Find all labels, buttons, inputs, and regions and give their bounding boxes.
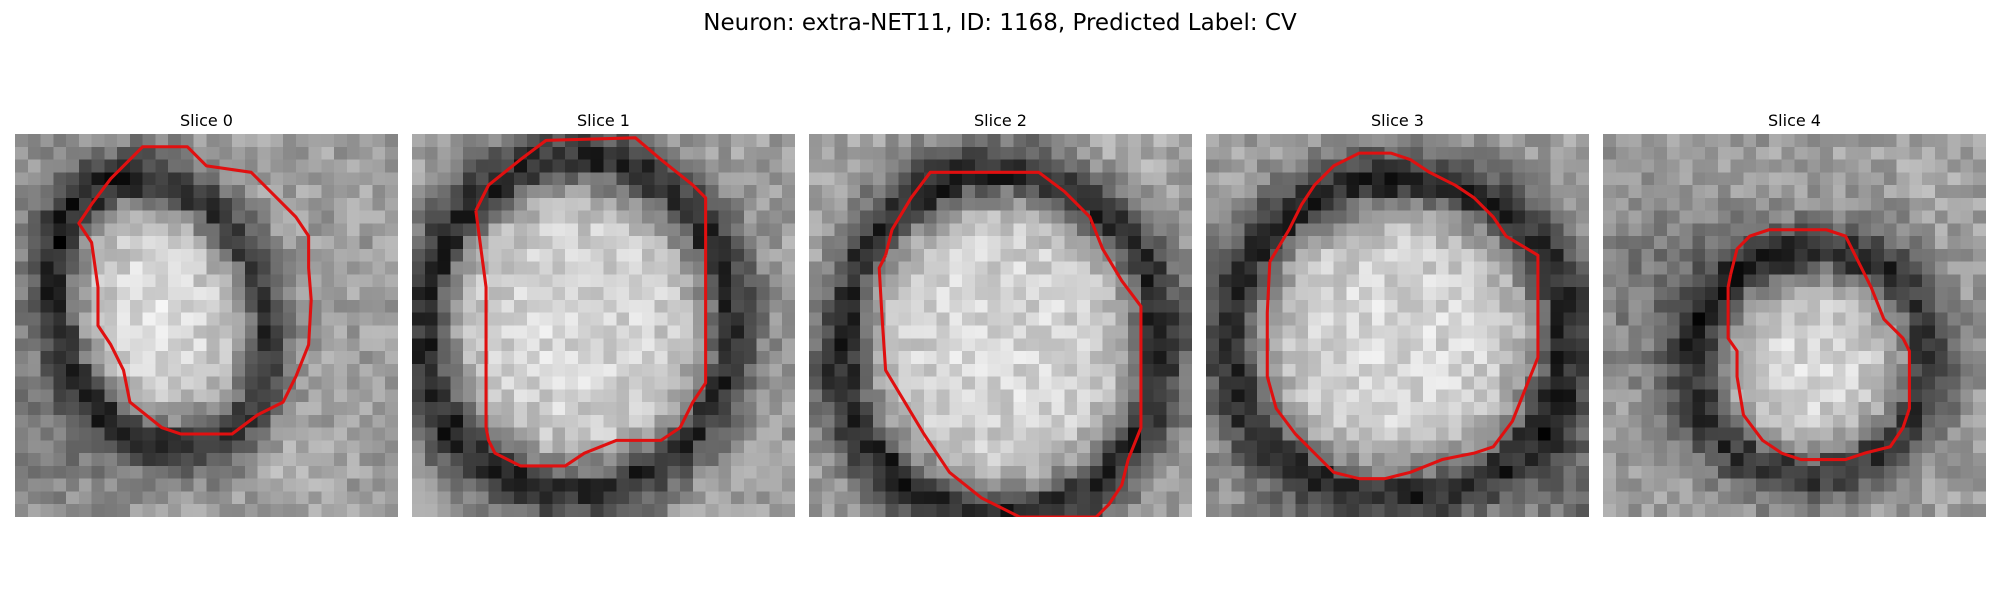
- slice-panel-3: Slice 3: [1206, 108, 1589, 517]
- slice-image-4: [1603, 134, 1986, 517]
- slice-image-3: [1206, 134, 1589, 517]
- slice-title-1: Slice 1: [577, 111, 630, 130]
- slice-title-3: Slice 3: [1371, 111, 1424, 130]
- slice-panel-1: Slice 1: [412, 108, 795, 517]
- segmentation-contour: [1726, 228, 1911, 462]
- micrograph-pixels: [15, 134, 398, 517]
- micrograph-pixels: [1603, 134, 1986, 517]
- slice-panel-2: Slice 2: [809, 108, 1192, 517]
- segmentation-contour: [1265, 151, 1540, 481]
- slice-title-0: Slice 0: [180, 111, 233, 130]
- micrograph-pixels: [1206, 134, 1589, 517]
- segmentation-contour: [77, 145, 313, 436]
- slice-title-2: Slice 2: [974, 111, 1027, 130]
- slice-image-2: [809, 134, 1192, 517]
- slice-image-1: [412, 134, 795, 517]
- micrograph-pixels: [412, 134, 795, 517]
- figure-title: Neuron: extra-NET11, ID: 1168, Predicted…: [703, 10, 1297, 36]
- slice-panel-4: Slice 4: [1603, 108, 1986, 517]
- slice-title-4: Slice 4: [1768, 111, 1821, 130]
- slice-panel-0: Slice 0: [15, 108, 398, 517]
- segmentation-contour: [474, 136, 708, 468]
- micrograph-pixels: [809, 134, 1192, 517]
- slice-image-0: [15, 134, 398, 517]
- segmentation-contour: [877, 170, 1143, 517]
